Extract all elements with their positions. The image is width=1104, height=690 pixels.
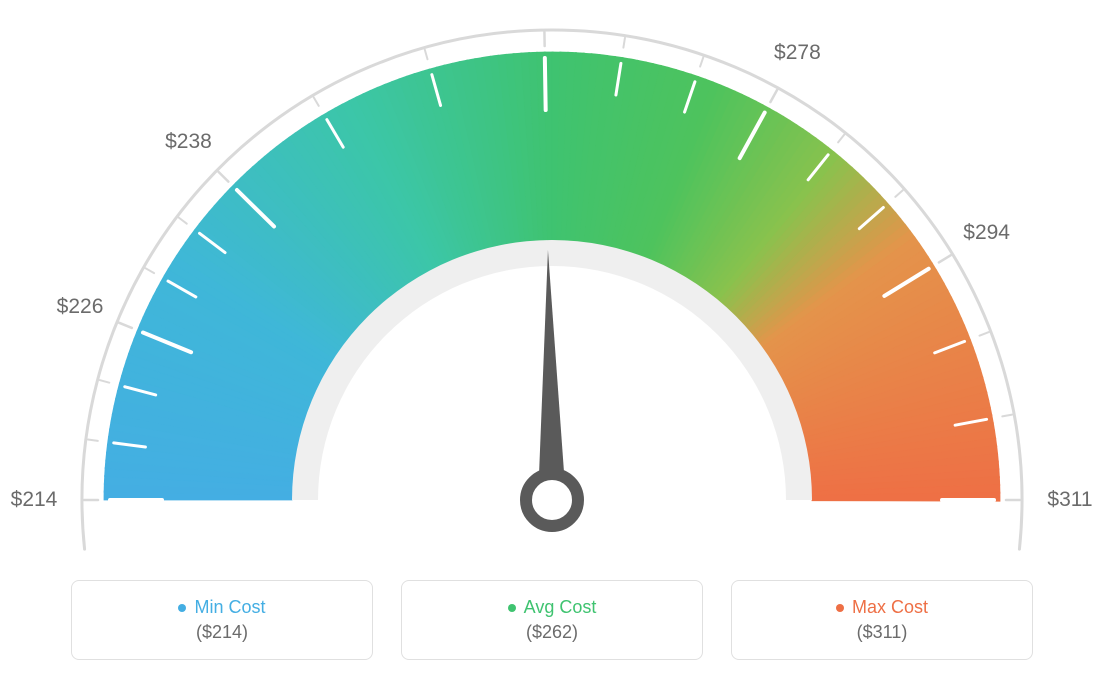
legend-dot-avg bbox=[508, 604, 516, 612]
legend-value-max: ($311) bbox=[857, 622, 908, 643]
legend-dot-max bbox=[836, 604, 844, 612]
gauge-tick-label: $238 bbox=[165, 130, 212, 154]
legend-dot-min bbox=[178, 604, 186, 612]
gauge-tick-label: $311 bbox=[1047, 488, 1092, 512]
legend-card-min: Min Cost ($214) bbox=[71, 580, 373, 660]
legend-label-max: Max Cost bbox=[852, 597, 928, 618]
gauge-tick-label: $226 bbox=[57, 295, 104, 319]
legend-title-min: Min Cost bbox=[178, 597, 265, 618]
gauge-svg bbox=[0, 0, 1104, 560]
gauge-tick-label: $278 bbox=[774, 41, 821, 65]
legend-card-avg: Avg Cost ($262) bbox=[401, 580, 703, 660]
gauge-tick-label: $294 bbox=[963, 221, 1010, 245]
legend-value-avg: ($262) bbox=[526, 622, 578, 643]
legend-label-avg: Avg Cost bbox=[524, 597, 597, 618]
legend-card-max: Max Cost ($311) bbox=[731, 580, 1033, 660]
legend-title-avg: Avg Cost bbox=[508, 597, 597, 618]
legend-label-min: Min Cost bbox=[194, 597, 265, 618]
chart-container: $214$226$238$262$278$294$311 Min Cost ($… bbox=[0, 0, 1104, 690]
legend-title-max: Max Cost bbox=[836, 597, 928, 618]
legend-row: Min Cost ($214) Avg Cost ($262) Max Cost… bbox=[0, 580, 1104, 660]
legend-value-min: ($214) bbox=[196, 622, 248, 643]
gauge-chart: $214$226$238$262$278$294$311 bbox=[0, 0, 1104, 560]
gauge-tick-label: $214 bbox=[11, 488, 58, 512]
